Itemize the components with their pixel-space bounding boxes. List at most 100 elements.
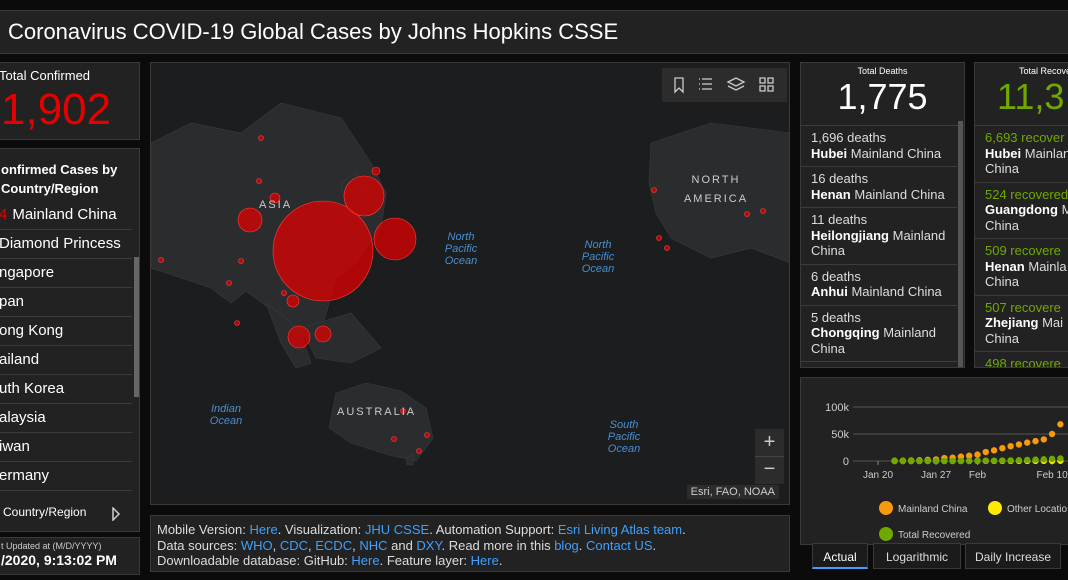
country-name: ong Kong — [0, 322, 64, 339]
info-link[interactable]: ECDC — [315, 537, 353, 553]
chart-tab[interactable]: Logarithmic — [873, 543, 961, 569]
info-link[interactable]: Here — [249, 522, 278, 537]
layers-button[interactable] — [726, 77, 746, 91]
death-item[interactable]: 16 deaths Henan Mainland China — [801, 167, 957, 208]
death-count: 11 deaths — [811, 212, 868, 227]
country-row[interactable]: ailand — [0, 345, 132, 375]
case-circle — [416, 448, 422, 454]
death-item[interactable]: 1,696 deaths Hubei Mainland China — [801, 126, 957, 167]
basemap-button[interactable] — [759, 77, 774, 92]
place-region: China — [985, 217, 1019, 233]
country-row[interactable]: iwan — [0, 432, 132, 462]
bookmark-button[interactable] — [674, 77, 684, 94]
country-list-panel: onfirmed Cases by Country/Region Country… — [0, 148, 140, 532]
recovered-place: Guangdong M — [985, 202, 1068, 218]
info-text: . Automation Support: — [429, 522, 558, 537]
country-row[interactable]: ong Kong — [0, 316, 132, 346]
ocean-label: North Pacific Ocean — [581, 239, 615, 275]
zoom-out-button[interactable]: − — [755, 456, 784, 484]
place-name: Heilongjiang — [811, 227, 889, 243]
case-circle — [391, 436, 397, 442]
death-item[interactable]: 5 deaths Chongqing Mainland China — [801, 306, 957, 362]
deaths-title: Total Deaths — [857, 66, 908, 76]
info-line: Mobile Version: Here. Visualization: JHU… — [157, 522, 783, 538]
recovered-list: 6,693 recover Hubei Mainlan China 524 recov… — [975, 126, 1068, 367]
case-circle — [258, 135, 264, 141]
info-link[interactable]: JHU CSSE — [364, 522, 430, 537]
info-link[interactable]: Esri Living Atlas team — [557, 522, 683, 537]
page-title: Coronavirus COVID-19 Global Cases by Joh… — [8, 19, 619, 44]
recovered-place: Hubei Mainlan — [985, 146, 1068, 162]
place-region: China — [985, 161, 1019, 176]
case-circle — [269, 192, 281, 204]
case-circle — [226, 280, 232, 286]
country-row[interactable]: ermany — [0, 461, 132, 491]
land-label: AUSTRALIA — [337, 406, 417, 418]
info-link[interactable]: Here — [470, 553, 499, 568]
place-region: M — [1062, 202, 1068, 217]
ocean-label: South Pacific Ocean — [607, 419, 641, 455]
info-link[interactable]: WHO — [240, 537, 273, 553]
recovered-place: Henan Mainla — [985, 259, 1068, 275]
scrollbar[interactable] — [958, 121, 963, 367]
death-place: Chongqing Mainland China — [811, 325, 951, 356]
info-link[interactable]: DXY — [416, 537, 442, 553]
recovered-item[interactable]: 498 recovere — [975, 352, 1068, 367]
map-canvas — [151, 102, 789, 466]
country-row[interactable]: 4 Mainland China — [0, 200, 132, 230]
ocean-label: North Pacific Ocean — [444, 231, 478, 267]
place-region: Mainland China — [854, 186, 945, 202]
case-circle — [651, 187, 657, 193]
info-link[interactable]: CDC — [279, 537, 309, 553]
info-link[interactable]: Here — [351, 553, 380, 568]
country-row[interactable]: alaysia — [0, 403, 132, 433]
place-region: Mainland China — [811, 325, 936, 356]
chart-tab[interactable]: Daily Increase — [965, 543, 1061, 569]
zoom-in-button[interactable]: + — [755, 429, 784, 456]
case-circle — [373, 217, 417, 261]
legend-button[interactable] — [699, 78, 712, 90]
land — [648, 122, 789, 263]
toolbar-icons — [674, 77, 774, 94]
scrollbar[interactable] — [134, 257, 139, 397]
info-text: . — [498, 553, 503, 568]
list-footer[interactable]: Country/Region — [3, 505, 87, 519]
case-circle — [256, 178, 262, 184]
case-circle — [371, 166, 381, 176]
case-circle — [314, 325, 332, 343]
land-label: NORTH AMERICA — [683, 174, 749, 205]
recovered-item[interactable]: 509 recovere Henan Mainla China — [975, 239, 1068, 296]
place-name: Henan — [811, 186, 851, 202]
chart-tab[interactable]: Actual — [812, 543, 868, 569]
place-region: China — [985, 330, 1019, 346]
place-region: Mai — [1042, 315, 1064, 330]
place-region: Mainland China — [811, 227, 946, 259]
info-text: . — [578, 537, 587, 553]
recovered-item[interactable]: 507 recovere Zhejiang Mai China — [975, 296, 1068, 352]
case-circle — [424, 432, 430, 438]
death-item[interactable]: 6 deaths Anhui Mainland China — [801, 265, 957, 306]
last-updated-value: /2020, 9:13:02 PM — [1, 552, 117, 568]
info-link[interactable]: NHC — [359, 537, 388, 553]
total-confirmed-label: Total Confirmed — [0, 68, 91, 83]
info-link[interactable]: blog — [554, 537, 579, 553]
country-row[interactable]: uth Korea — [0, 374, 132, 404]
next-arrow[interactable] — [111, 507, 121, 521]
deaths-list: 1,696 deaths Hubei Mainland China 16 death… — [801, 126, 957, 362]
recovered-item[interactable]: 6,693 recover Hubei Mainlan China — [975, 126, 1068, 183]
case-circle — [238, 258, 244, 264]
info-text: . Read more in this — [441, 537, 555, 553]
death-item[interactable]: 11 deaths Heilongjiang Mainland China — [801, 208, 957, 265]
death-place: Anhui Mainland China — [811, 284, 951, 300]
country-row[interactable]: ngapore — [0, 258, 132, 288]
country-row[interactable]: Diamond Princess — [0, 229, 132, 259]
info-link[interactable]: Contact US — [586, 537, 653, 553]
info-text: . — [682, 522, 686, 537]
place-region: Mainla — [1028, 258, 1067, 274]
country-row[interactable]: pan — [0, 287, 132, 317]
info-text: Downloadable database: GitHub: — [157, 553, 352, 568]
map[interactable]: ASIA NORTH AMERICA AUSTRALIA North Pacif… — [150, 62, 790, 505]
recovered-count: 6,693 recover — [985, 130, 1065, 145]
